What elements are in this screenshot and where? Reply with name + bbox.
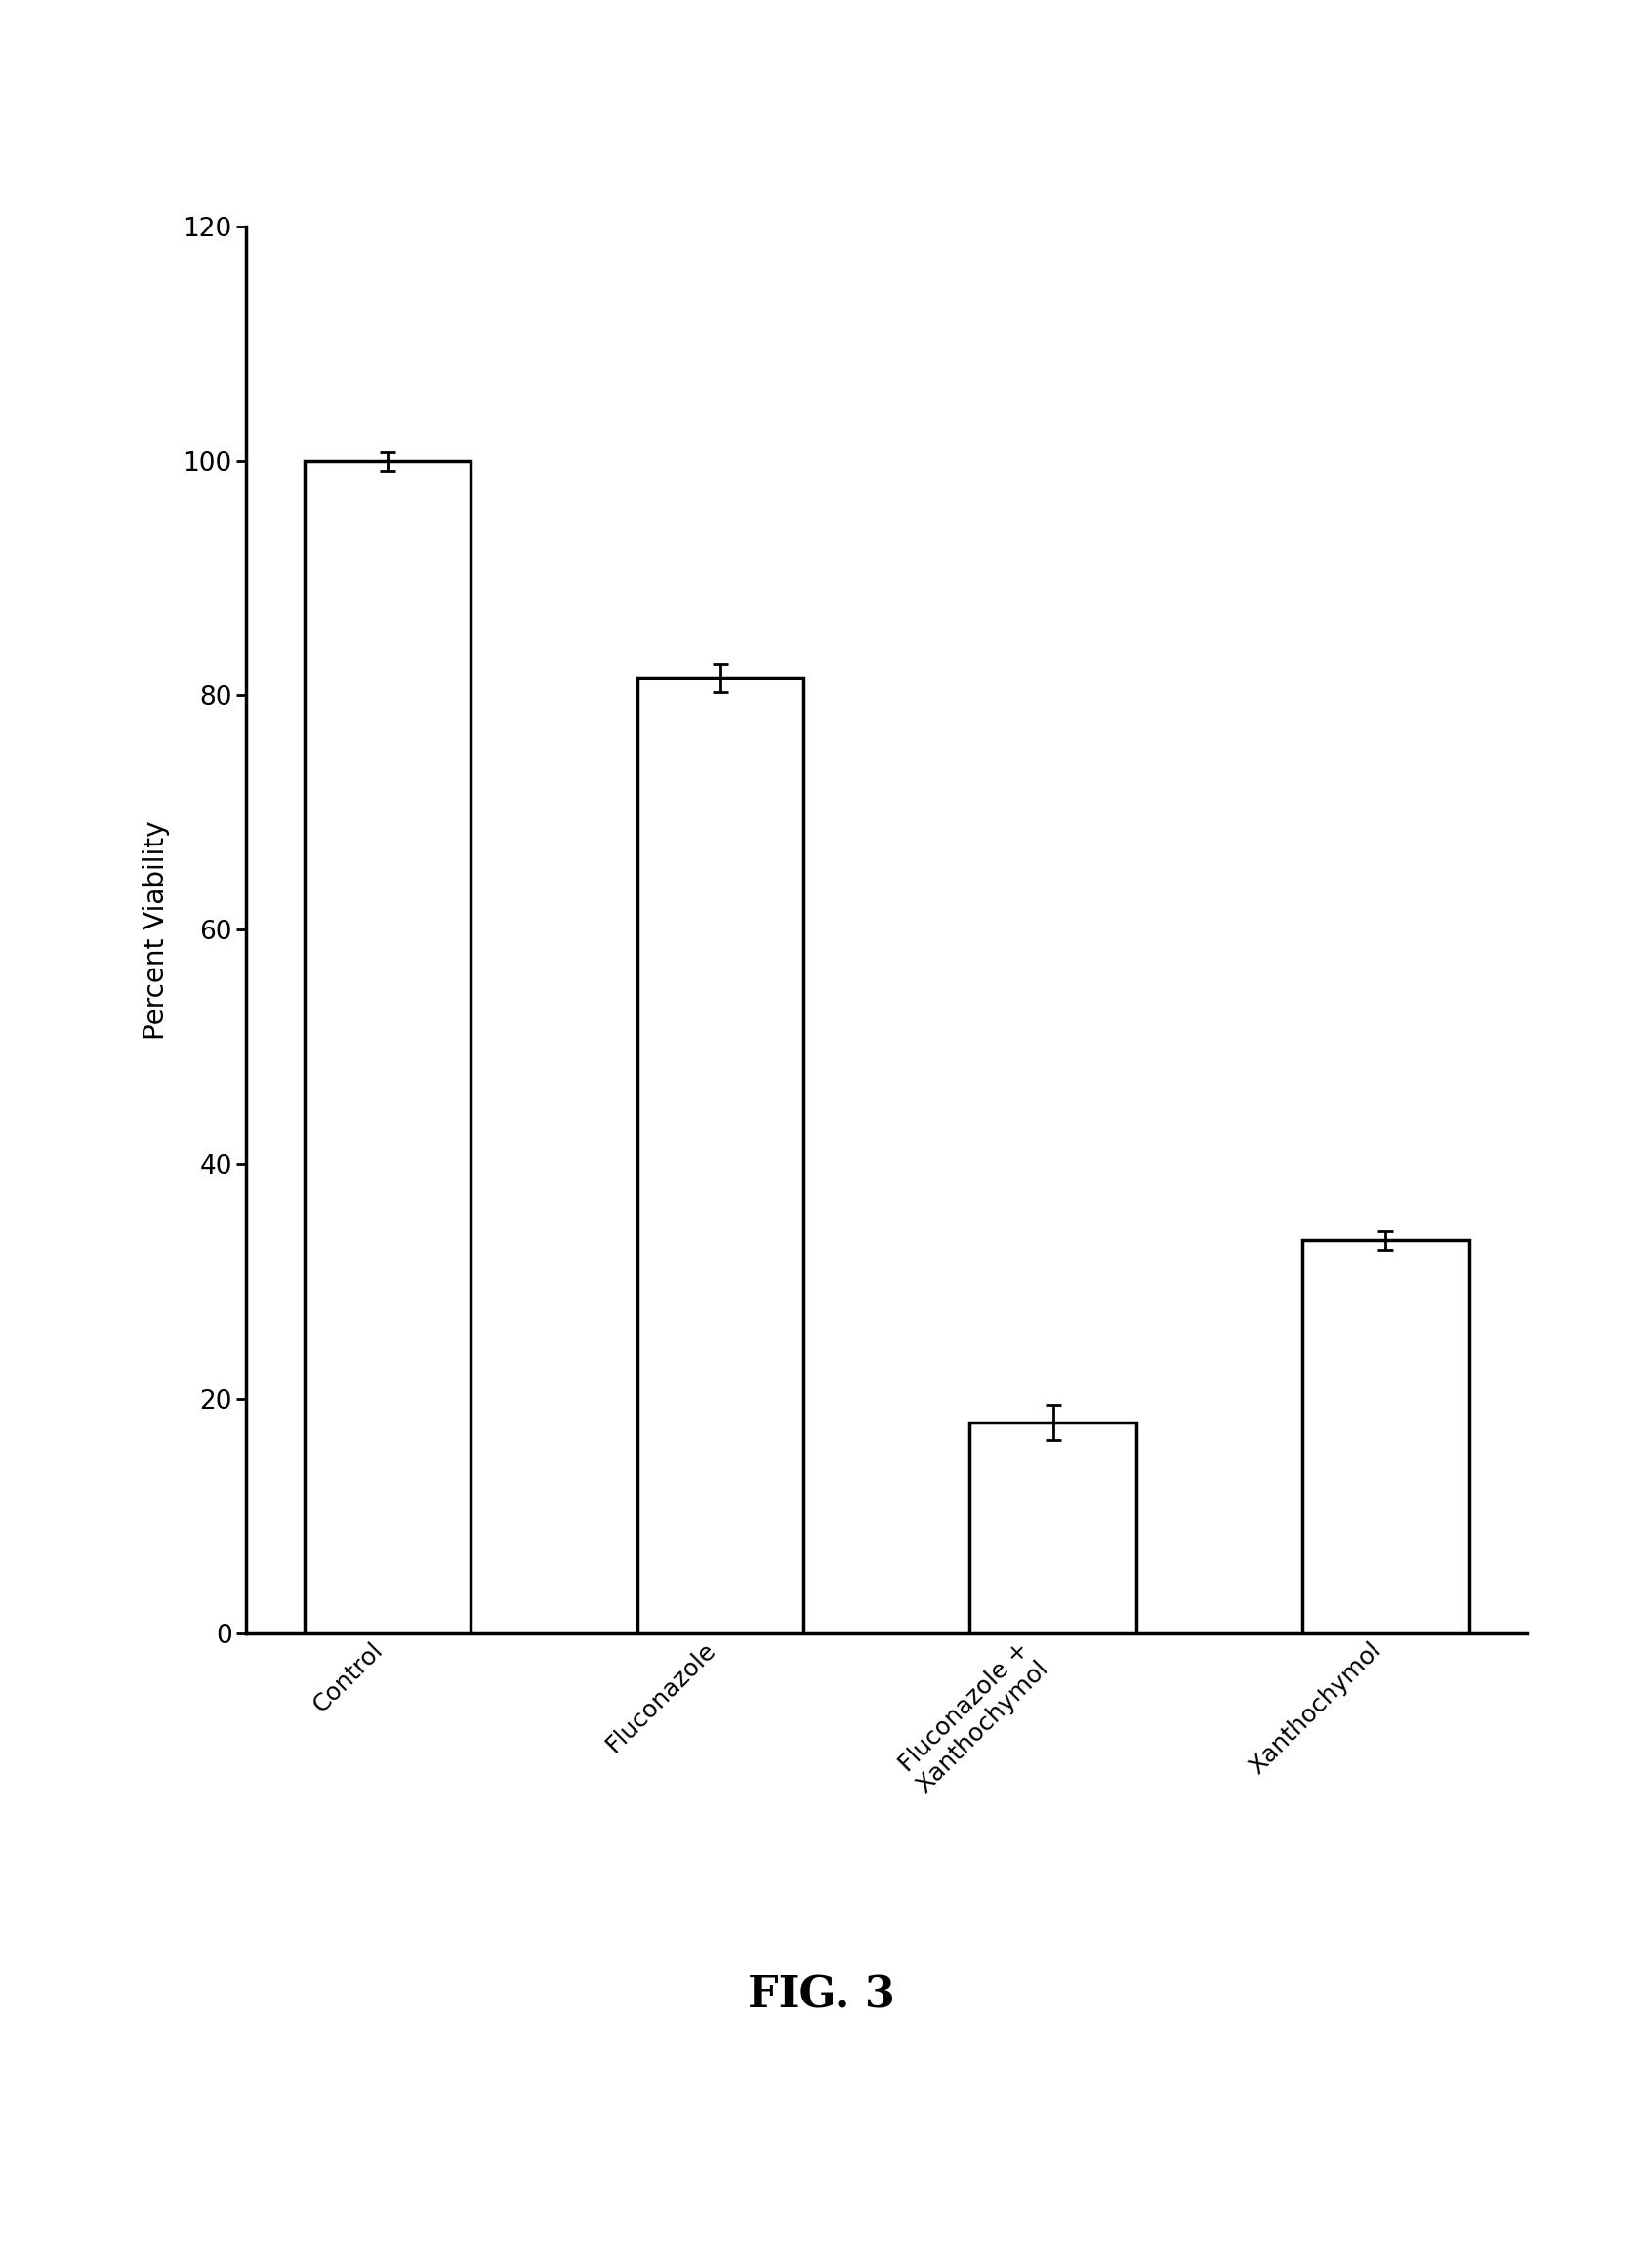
Bar (1302, 1241, 1470, 1633)
Text: FIG. 3: FIG. 3 (747, 1975, 895, 2016)
Bar (637, 678, 803, 1633)
Y-axis label: Percent Viability: Percent Viability (143, 821, 169, 1039)
Bar (970, 1422, 1136, 1633)
Bar (304, 460, 471, 1633)
